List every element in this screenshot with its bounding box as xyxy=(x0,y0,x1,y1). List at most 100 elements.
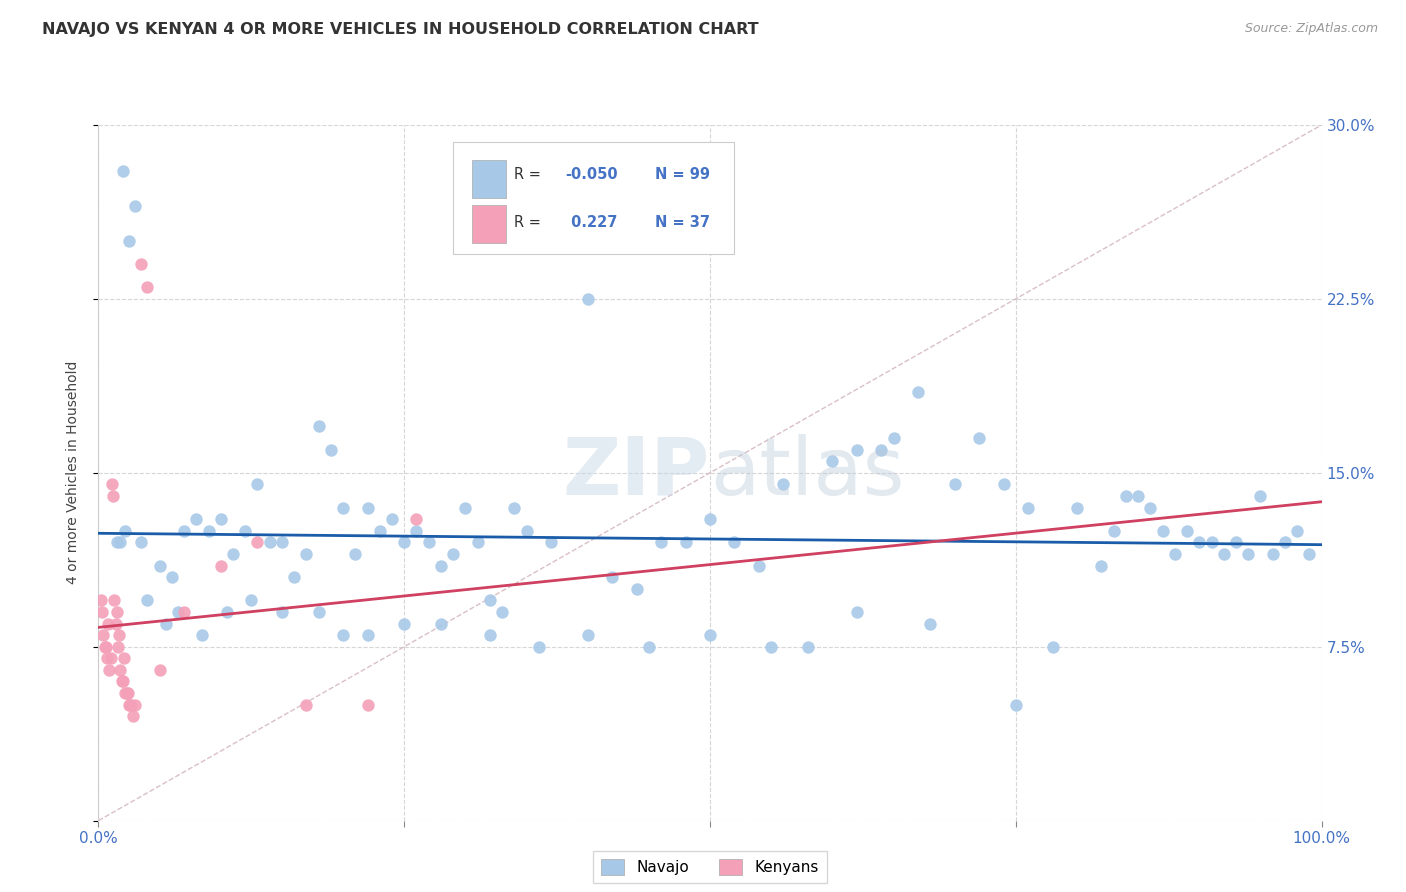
Point xyxy=(197,524,219,538)
Point xyxy=(1139,500,1161,515)
Point xyxy=(1102,524,1125,538)
Point xyxy=(503,500,526,515)
Point xyxy=(149,663,172,677)
Point xyxy=(1004,698,1026,712)
Point xyxy=(120,698,142,712)
Point xyxy=(883,431,905,445)
Point xyxy=(1128,489,1150,503)
Point xyxy=(129,535,152,549)
Point xyxy=(540,535,562,549)
Point xyxy=(136,593,159,607)
Point xyxy=(115,686,138,700)
Point xyxy=(110,535,132,549)
Point xyxy=(478,593,501,607)
FancyBboxPatch shape xyxy=(471,160,506,198)
Point xyxy=(1250,489,1272,503)
Point xyxy=(845,605,868,619)
Point xyxy=(283,570,305,584)
Point xyxy=(1066,500,1088,515)
Point xyxy=(967,431,990,445)
Point xyxy=(405,512,427,526)
Point xyxy=(748,558,770,573)
Point xyxy=(920,616,942,631)
FancyBboxPatch shape xyxy=(453,142,734,253)
Point xyxy=(209,558,232,573)
Point xyxy=(993,477,1015,491)
Point xyxy=(1225,535,1247,549)
Point xyxy=(576,628,599,642)
Text: ZIP: ZIP xyxy=(562,434,710,512)
Point xyxy=(270,535,294,549)
Text: 0.227: 0.227 xyxy=(565,215,617,230)
Point xyxy=(94,640,117,654)
Legend: Navajo, Kenyans: Navajo, Kenyans xyxy=(593,851,827,882)
Point xyxy=(356,500,378,515)
Point xyxy=(332,500,354,515)
Point xyxy=(1237,547,1260,561)
Point xyxy=(101,477,124,491)
Point xyxy=(105,605,128,619)
Point xyxy=(478,628,501,642)
Point xyxy=(136,280,159,294)
Point xyxy=(761,640,783,654)
Point xyxy=(100,651,122,665)
Point xyxy=(943,477,966,491)
Text: N = 37: N = 37 xyxy=(655,215,710,230)
Point xyxy=(772,477,794,491)
Point xyxy=(173,605,195,619)
Point xyxy=(222,547,245,561)
Text: N = 99: N = 99 xyxy=(655,168,710,183)
Point xyxy=(821,454,844,468)
Point xyxy=(209,512,232,526)
FancyBboxPatch shape xyxy=(471,205,506,244)
Point xyxy=(93,640,115,654)
Point xyxy=(240,593,263,607)
Point xyxy=(392,535,416,549)
Point xyxy=(381,512,404,526)
Point xyxy=(155,616,177,631)
Point xyxy=(107,640,129,654)
Point xyxy=(723,535,745,549)
Point xyxy=(308,605,330,619)
Point xyxy=(295,698,318,712)
Point xyxy=(650,535,672,549)
Point xyxy=(121,709,143,723)
Point xyxy=(1286,524,1309,538)
Point xyxy=(96,651,118,665)
Point xyxy=(111,164,134,178)
Point xyxy=(430,616,453,631)
Point xyxy=(576,292,599,306)
Point xyxy=(259,535,281,549)
Point xyxy=(491,605,513,619)
Point xyxy=(600,570,623,584)
Point xyxy=(120,698,142,712)
Point xyxy=(173,524,195,538)
Point xyxy=(392,616,416,631)
Point xyxy=(186,512,208,526)
Point xyxy=(101,489,124,503)
Point xyxy=(118,234,141,248)
Point xyxy=(527,640,550,654)
Point xyxy=(111,674,134,689)
Point xyxy=(103,593,125,607)
Point xyxy=(430,558,453,573)
Point xyxy=(90,593,112,607)
Point xyxy=(870,442,893,457)
Point xyxy=(356,698,378,712)
Point xyxy=(149,558,172,573)
Point xyxy=(516,524,538,538)
Point xyxy=(270,605,294,619)
Point xyxy=(104,616,127,631)
Point xyxy=(114,686,136,700)
Point xyxy=(1090,558,1112,573)
Point xyxy=(319,442,342,457)
Point xyxy=(332,628,354,642)
Point xyxy=(246,477,269,491)
Point xyxy=(626,582,648,596)
Point xyxy=(344,547,367,561)
Text: R =: R = xyxy=(515,215,546,230)
Point xyxy=(368,524,391,538)
Point xyxy=(1261,547,1284,561)
Point xyxy=(114,524,136,538)
Point xyxy=(98,663,121,677)
